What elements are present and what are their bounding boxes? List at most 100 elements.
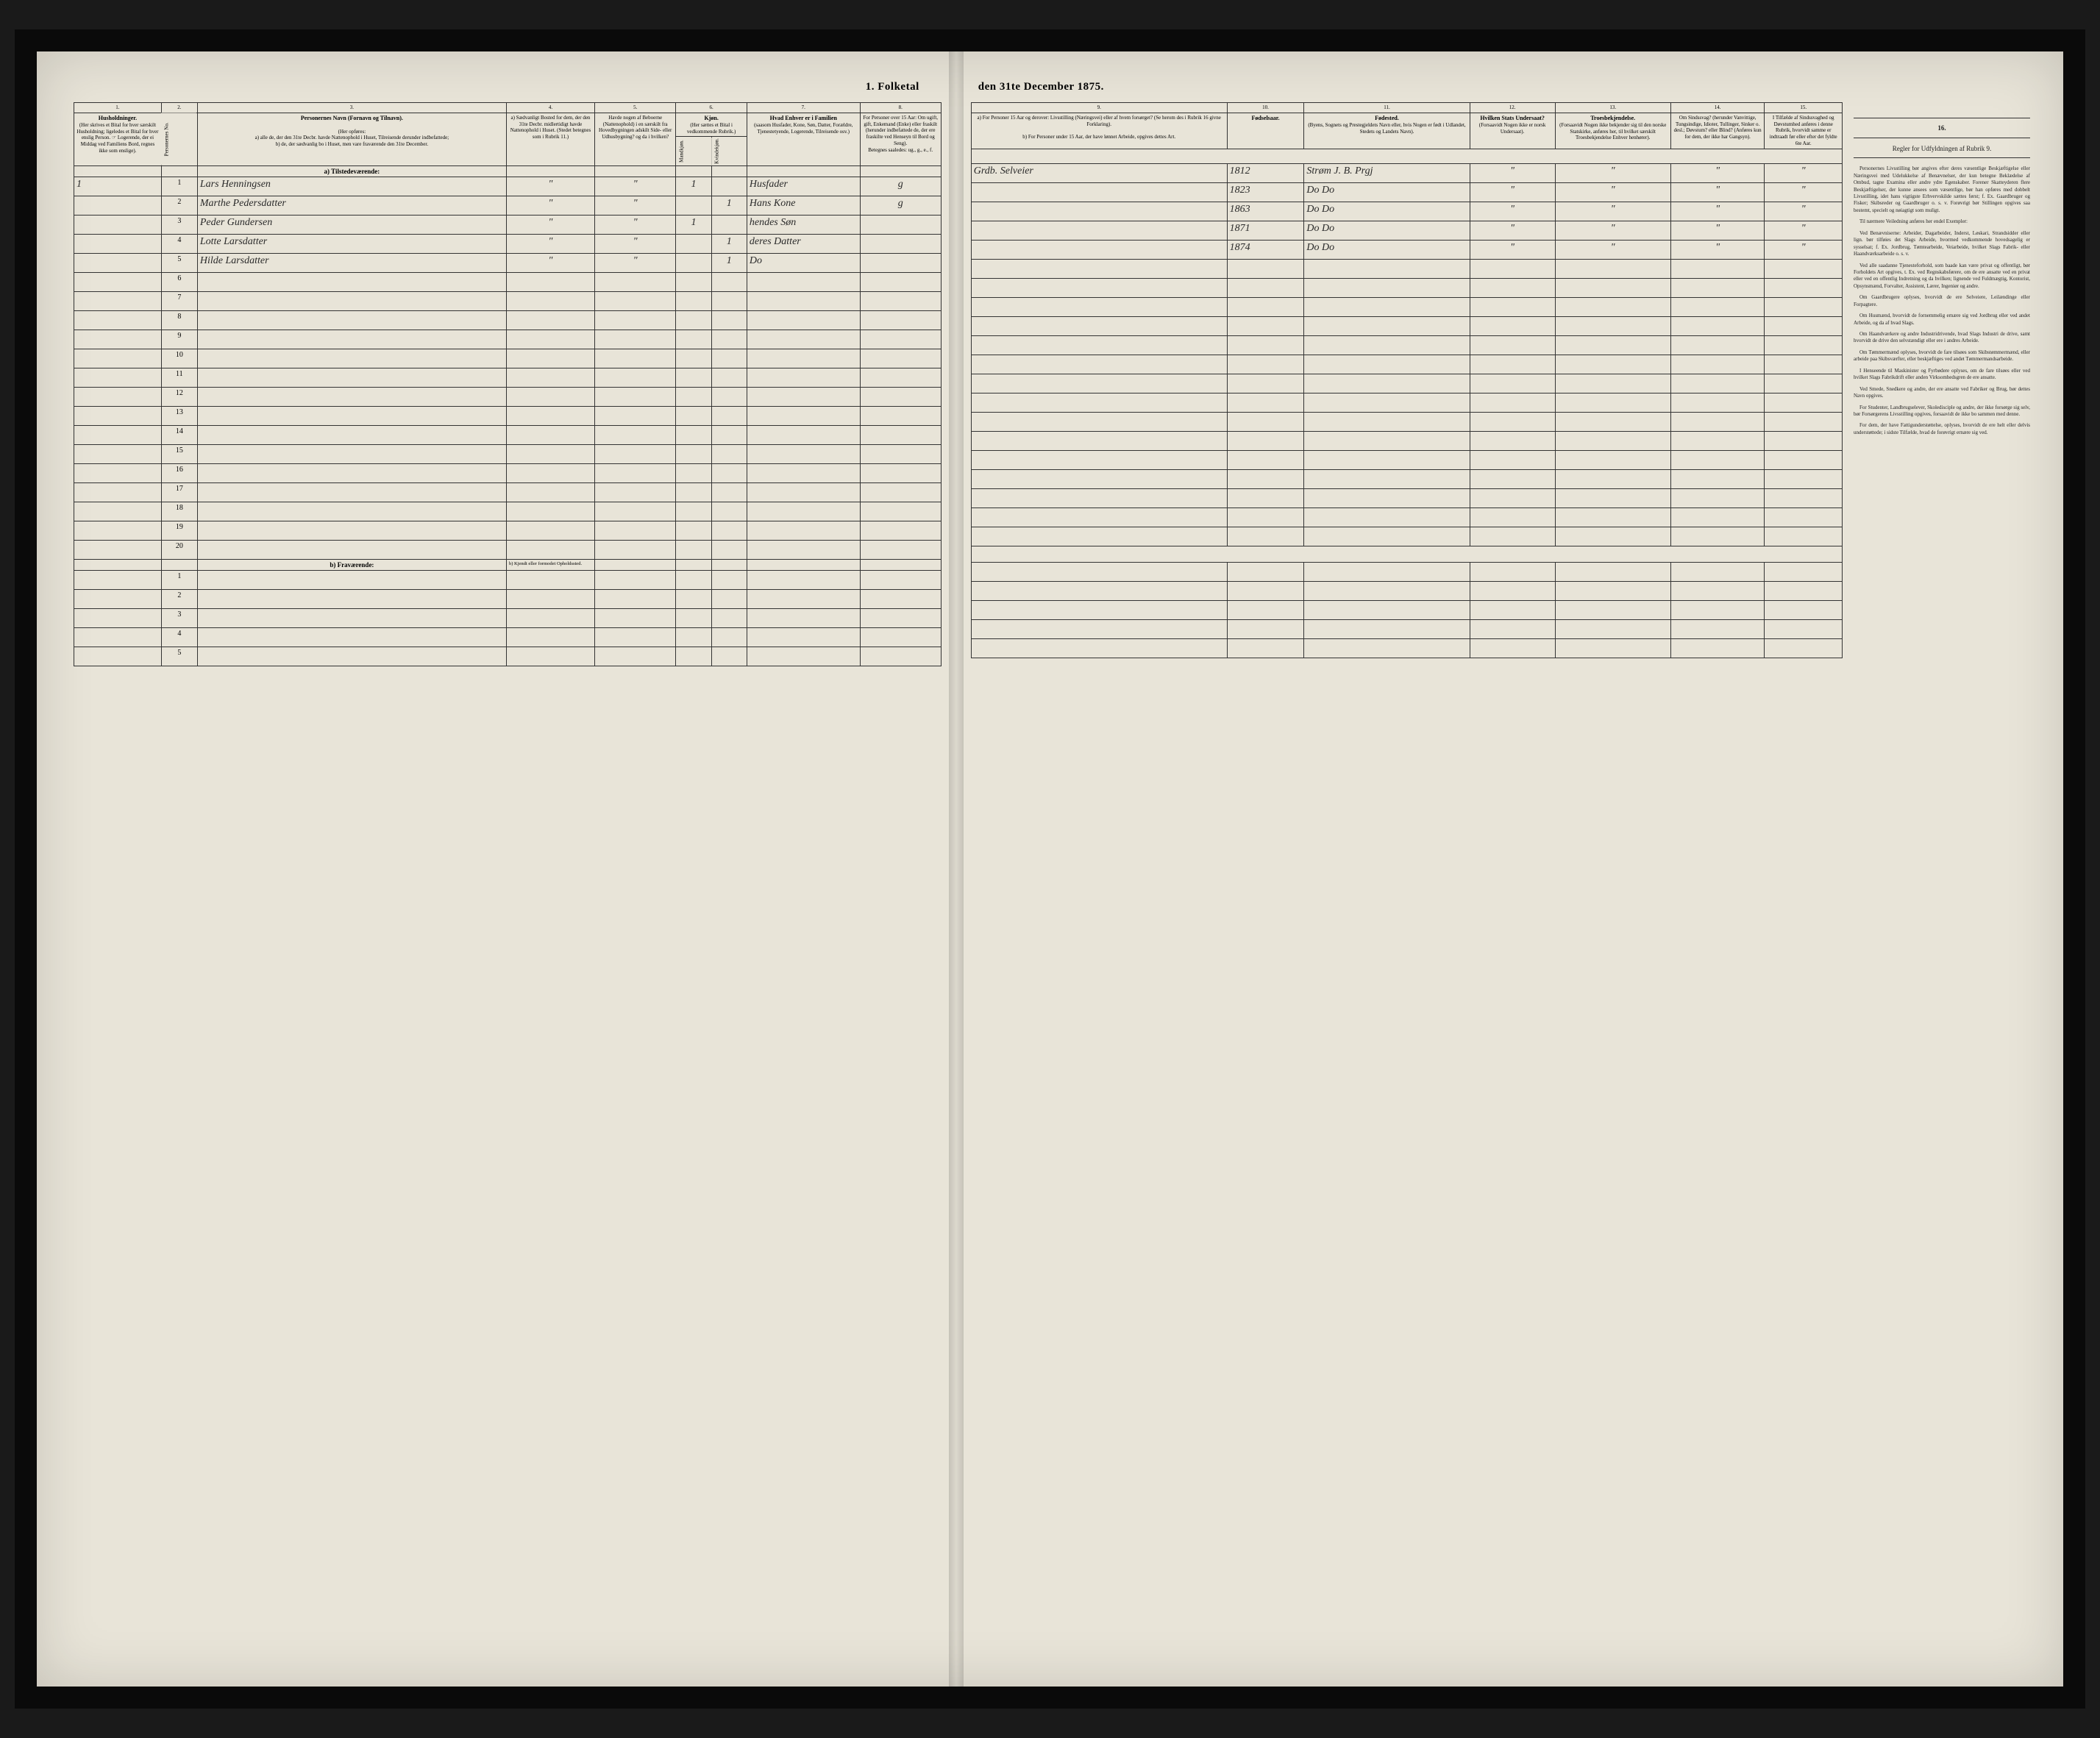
h8-text: For Personer over 15 Aar: Om ugift, gift… — [863, 115, 938, 146]
cell-m — [676, 196, 711, 216]
header-row: Husholdninger. (Her skrives et Bital for… — [74, 113, 942, 137]
table-row: 15 — [74, 445, 942, 464]
h15: I Tilfælde af Sindssvaghed og Døvstumhed… — [1765, 113, 1843, 149]
cell-birthpl: Strøm J. B. Prgj — [1304, 163, 1470, 182]
col-10: 10. — [1227, 103, 1304, 113]
cell-fam: Husfader — [747, 177, 860, 196]
h9: a) For Personer 15 Aar og derover: Livss… — [971, 113, 1227, 149]
cell-fam: hendes Søn — [747, 216, 860, 235]
cell-occ — [971, 182, 1227, 202]
cell-c15: " — [1765, 163, 1843, 182]
h5: Havde nogen af Beboerne (Nattenophold) i… — [595, 113, 676, 165]
table-row: 6 — [74, 273, 942, 292]
cell-n: 9 — [161, 330, 197, 349]
section-b-c4: b) Kjendt eller formodet Opholdssted. — [506, 560, 594, 571]
cell-occ — [971, 202, 1227, 221]
cell-n: 4 — [161, 628, 197, 647]
col-9: 9. — [971, 103, 1227, 113]
cell-fam: Hans Kone — [747, 196, 860, 216]
cell-yr: 1871 — [1227, 221, 1304, 240]
cell-n: 18 — [161, 502, 197, 521]
instruction-para: Om Husmænd, hvorvidt de fornemmelig ernæ… — [1854, 313, 2030, 327]
table-row: 11 — [74, 368, 942, 388]
cell-occ: Grdb. Selveier — [971, 163, 1227, 182]
h9a: a) For Personer 15 Aar og derover: Livss… — [978, 115, 1221, 127]
cell-c14: " — [1670, 202, 1765, 221]
cell-occ — [971, 221, 1227, 240]
cell-n: 19 — [161, 521, 197, 541]
cell-fam: deres Datter — [747, 235, 860, 254]
census-table-left: 1. 2. 3. 4. 5. 6. 7. 8. Husholdninger. (… — [74, 102, 942, 666]
h6: Kjøn. (Her sættes et Bital i vedkommende… — [676, 113, 747, 137]
title-left: 1. Folketal — [74, 81, 942, 93]
table-row — [971, 278, 1842, 297]
table-row — [971, 431, 1842, 450]
table-row — [971, 259, 1842, 278]
cell-fam: Do — [747, 254, 860, 273]
h12-t: Hvilken Stats Undersaat? — [1480, 115, 1545, 121]
instruction-para: Til nærmere Veiledning anføres her endel… — [1854, 218, 2030, 225]
cell-c15: " — [1765, 240, 1843, 259]
cell-c13: " — [1555, 202, 1670, 221]
table-row: 11Lars Henningsen""1Husfaderg — [74, 177, 942, 196]
table-row — [971, 507, 1842, 527]
cell-hh — [74, 196, 162, 216]
instruction-para: I Henseende til Maskinister og Fyrbødere… — [1854, 368, 2030, 382]
col-11: 11. — [1304, 103, 1470, 113]
col-3: 3. — [197, 103, 506, 113]
h6-title: Kjøn. — [704, 115, 718, 121]
table-row — [971, 638, 1842, 658]
cell-c15: " — [1765, 202, 1843, 221]
table-row — [971, 335, 1842, 355]
cell-c12: " — [1470, 240, 1555, 259]
cell-n: 20 — [161, 541, 197, 560]
col-14: 14. — [1670, 103, 1765, 113]
table-row — [971, 355, 1842, 374]
table-row: 1874Do Do"""" — [971, 240, 1842, 259]
cell-n: 4 — [161, 235, 197, 254]
col-1: 1. — [74, 103, 162, 113]
cell-m — [676, 235, 711, 254]
cell-name: Lars Henningsen — [197, 177, 506, 196]
table-row — [971, 316, 1842, 335]
table-row — [971, 619, 1842, 638]
cell-c12: " — [1470, 163, 1555, 182]
cell-yr: 1863 — [1227, 202, 1304, 221]
instruction-para: Ved Benævniserne: Arbeider, Dagarbeider,… — [1854, 230, 2030, 258]
cell-c13: " — [1555, 221, 1670, 240]
cell-yr: 1812 — [1227, 163, 1304, 182]
section-a-row-r — [971, 149, 1842, 163]
table-row: 19 — [74, 521, 942, 541]
h13-s: (Forsaavidt Nogen ikke bekjender sig til… — [1559, 122, 1666, 141]
cell-n: 3 — [161, 216, 197, 235]
cell-k — [711, 216, 747, 235]
cell-c13: " — [1555, 182, 1670, 202]
instruction-para: Om Gaardbrugere oplyses, hvorvidt de ere… — [1854, 294, 2030, 308]
h6b: Kvindekjøn. — [711, 137, 747, 166]
table-row: 1 — [74, 571, 942, 590]
cell-k: 1 — [711, 196, 747, 216]
table-row — [971, 527, 1842, 546]
cell-birthpl: Do Do — [1304, 202, 1470, 221]
instruction-para: Personernes Livsstilling bør angives eft… — [1854, 165, 2030, 214]
cell-c14: " — [1670, 182, 1765, 202]
cell-n: 3 — [161, 609, 197, 628]
col-number-row: 1. 2. 3. 4. 5. 6. 7. 8. — [74, 103, 942, 113]
cell-hh — [74, 254, 162, 273]
col-16: 16. — [1854, 121, 2030, 135]
cell-n: 2 — [161, 196, 197, 216]
instruction-para: Ved Smede, Snedkere og andre, der ere an… — [1854, 386, 2030, 400]
cell-civ — [860, 216, 941, 235]
table-row: 17 — [74, 483, 942, 502]
cell-c4: " — [506, 254, 594, 273]
cell-name: Hilde Larsdatter — [197, 254, 506, 273]
instruction-para: For dem, der have Fattigunderstøttelse, … — [1854, 422, 2030, 436]
cell-birthpl: Do Do — [1304, 182, 1470, 202]
h7-sub: (saasom Husfader, Kone, Søn, Datter, For… — [754, 122, 853, 135]
col-5: 5. — [595, 103, 676, 113]
cell-c15: " — [1765, 221, 1843, 240]
table-row: 4Lotte Larsdatter""1deres Datter — [74, 235, 942, 254]
table-row — [971, 374, 1842, 393]
h3-b: b) de, der sædvanlig bo i Huset, men var… — [276, 141, 428, 147]
instructions-column: 16. Regler for Udfyldningen af Rubrik 9.… — [1843, 81, 2034, 1672]
